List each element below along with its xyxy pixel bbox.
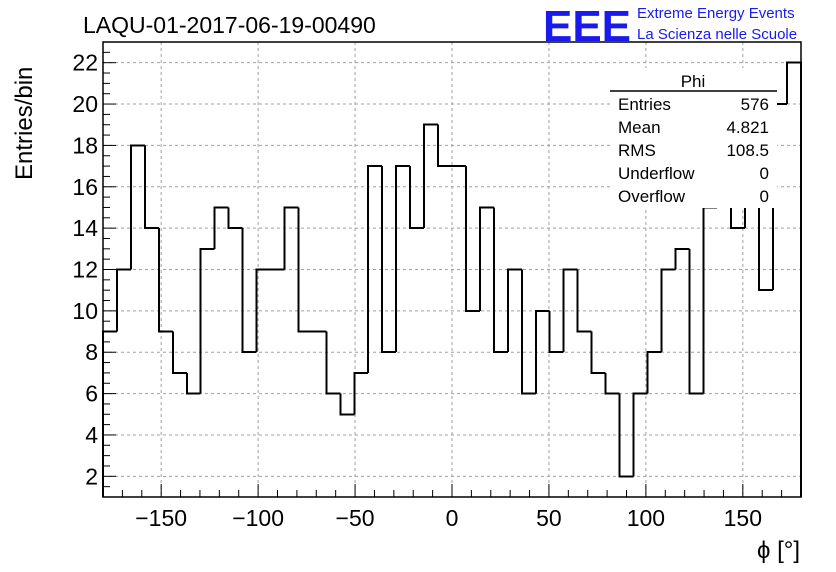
histogram-bin: [464, 166, 480, 312]
histogram-bin: [353, 371, 369, 415]
histogram-bin: [548, 310, 564, 354]
histogram-bin: [213, 206, 229, 249]
histogram-bin: [576, 269, 592, 333]
x-tick-label: 150: [724, 505, 762, 531]
y-tick-label: 16: [72, 174, 98, 200]
eee-logo-line1: Extreme Energy Events: [637, 5, 795, 22]
y-tick-label: 6: [85, 381, 98, 407]
y-tick-label: 22: [72, 50, 98, 76]
y-tick-label: 18: [72, 132, 98, 158]
stats-row-value: 576: [741, 95, 769, 114]
histogram-bin: [129, 144, 145, 270]
stats-row-label: Overflow: [618, 187, 686, 206]
x-axis-label: ϕ [°]: [757, 537, 800, 564]
stats-box-title: Phi: [681, 72, 706, 91]
histogram-bin: [409, 166, 425, 230]
y-tick-label: 12: [72, 257, 98, 283]
y-tick-label: 4: [85, 422, 98, 448]
y-tick-label: 2: [85, 463, 98, 489]
y-tick-label: 20: [72, 91, 98, 117]
histogram: [102, 61, 802, 497]
stats-row-label: Mean: [618, 118, 661, 137]
histogram-bin: [423, 123, 439, 229]
histogram-bin: [604, 372, 620, 395]
histogram-bin: [660, 268, 676, 353]
x-tick-label: −100: [232, 505, 284, 531]
histogram-bin: [395, 165, 411, 353]
histogram-bin: [255, 268, 271, 353]
histogram-bin: [520, 269, 536, 395]
y-tick-label: 14: [72, 215, 98, 241]
histogram-bin: [786, 61, 802, 497]
eee-logo: EEE Extreme Energy Events La Scienza nel…: [543, 2, 797, 51]
stats-row-label: RMS: [618, 141, 656, 160]
histogram-bin: [297, 207, 313, 333]
x-tick-label: −50: [336, 505, 375, 531]
stats-row-value: 0: [760, 187, 769, 206]
stats-box: Phi Entries 576 Mean 4.821 RMS 108.5 Underflow…: [610, 68, 777, 208]
histogram-bin: [367, 165, 383, 373]
chart-title: LAQU-01-2017-06-19-00490: [83, 12, 376, 38]
histogram-bin: [688, 248, 704, 395]
histogram-bin: [325, 331, 341, 395]
histogram-bin: [534, 309, 550, 394]
y-tick-label: 8: [85, 339, 98, 365]
x-tick-label: −150: [135, 505, 187, 531]
axes: −150 −100 −50 0 50 100 150 2 4 6 8 10 12 14 16 18 20 22: [72, 41, 802, 531]
histogram-bin: [702, 206, 718, 394]
stats-row-value: 0: [760, 164, 769, 183]
histogram-bin: [199, 247, 215, 394]
y-tick-label: 10: [72, 298, 98, 324]
histogram-bin: [618, 393, 634, 478]
x-tick-label: 0: [446, 505, 459, 531]
y-axis-label: Entries/bin: [11, 67, 38, 180]
stats-row-value: 108.5: [726, 141, 769, 160]
histogram-bin: [115, 268, 131, 332]
histogram-bin: [283, 206, 299, 270]
histogram-bin: [241, 228, 257, 354]
histogram-bin: [506, 268, 522, 353]
histogram-bin: [674, 247, 690, 270]
histogram-bin: [227, 207, 243, 230]
stats-row-label: Entries: [618, 95, 671, 114]
stats-row-label: Underflow: [618, 164, 695, 183]
histogram-bin: [478, 206, 494, 311]
histogram-bin: [632, 392, 648, 477]
histogram-bin: [437, 124, 452, 168]
histogram-bin: [339, 393, 355, 416]
histogram-bin: [185, 372, 201, 395]
histogram-bin: [590, 331, 606, 374]
stats-row-value: 4.821: [726, 118, 769, 137]
histogram-bin: [492, 207, 508, 354]
histogram-bin: [562, 268, 578, 353]
x-tick-label: 50: [536, 505, 562, 531]
histogram-bin: [157, 228, 173, 333]
histogram-bin: [143, 145, 159, 230]
x-tick-label: 100: [627, 505, 665, 531]
eee-logo-mark: EEE: [543, 2, 631, 51]
histogram-bin: [646, 351, 662, 394]
eee-logo-line2: La Scienza nelle Scuole: [637, 26, 797, 43]
histogram-bin: [381, 166, 397, 354]
grid-lines: [103, 42, 801, 497]
histogram-bin: [171, 331, 187, 374]
